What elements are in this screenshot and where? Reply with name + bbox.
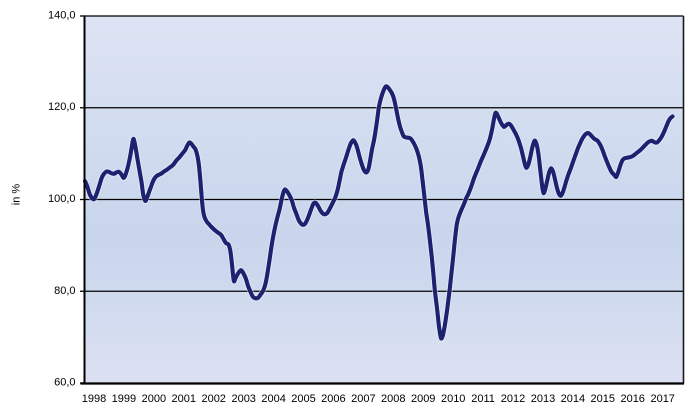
svg-text:2000: 2000 bbox=[142, 393, 166, 405]
svg-text:1998: 1998 bbox=[82, 393, 106, 405]
svg-text:2006: 2006 bbox=[321, 393, 345, 405]
svg-text:80,0: 80,0 bbox=[54, 285, 75, 297]
svg-text:2005: 2005 bbox=[291, 393, 315, 405]
svg-text:2002: 2002 bbox=[201, 393, 225, 405]
svg-text:2017: 2017 bbox=[650, 393, 674, 405]
svg-text:2010: 2010 bbox=[441, 393, 465, 405]
svg-text:2003: 2003 bbox=[231, 393, 255, 405]
svg-text:2001: 2001 bbox=[172, 393, 196, 405]
svg-text:2007: 2007 bbox=[351, 393, 375, 405]
svg-text:120,0: 120,0 bbox=[48, 101, 76, 113]
svg-text:2008: 2008 bbox=[381, 393, 405, 405]
svg-text:2015: 2015 bbox=[591, 393, 615, 405]
svg-text:140,0: 140,0 bbox=[48, 10, 76, 22]
svg-text:2009: 2009 bbox=[411, 393, 435, 405]
svg-text:1999: 1999 bbox=[112, 393, 136, 405]
svg-text:in %: in % bbox=[11, 184, 23, 206]
svg-text:2004: 2004 bbox=[261, 393, 285, 405]
svg-text:2011: 2011 bbox=[471, 393, 495, 405]
svg-text:2016: 2016 bbox=[620, 393, 644, 405]
svg-text:2014: 2014 bbox=[561, 393, 585, 405]
svg-text:2012: 2012 bbox=[501, 393, 525, 405]
svg-text:2013: 2013 bbox=[531, 393, 555, 405]
svg-text:100,0: 100,0 bbox=[48, 193, 76, 205]
svg-text:60,0: 60,0 bbox=[54, 377, 75, 389]
